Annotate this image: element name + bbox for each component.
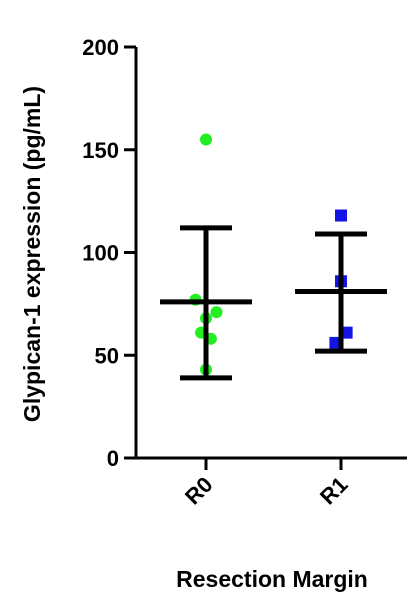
y-tick-label: 100 [82, 241, 119, 266]
x-axis-title: Resection Margin [176, 566, 368, 592]
y-axis-title: Glypican-1 expression (pg/mL) [19, 86, 45, 422]
data-point [335, 209, 347, 222]
y-tick-label: 0 [107, 446, 119, 471]
y-tick-label: 50 [95, 343, 119, 368]
y-tick-label: 150 [82, 138, 119, 163]
y-tick-label: 200 [82, 35, 119, 60]
data-point [329, 336, 342, 349]
data-point [210, 306, 223, 319]
plot-area [160, 133, 387, 381]
x-tick-label: R0 [180, 472, 218, 510]
data-point [200, 133, 212, 146]
axes: Resection Margin Glypican-1 expression (… [19, 35, 407, 592]
data-point [340, 326, 353, 339]
x-tick-label: R1 [315, 472, 353, 510]
